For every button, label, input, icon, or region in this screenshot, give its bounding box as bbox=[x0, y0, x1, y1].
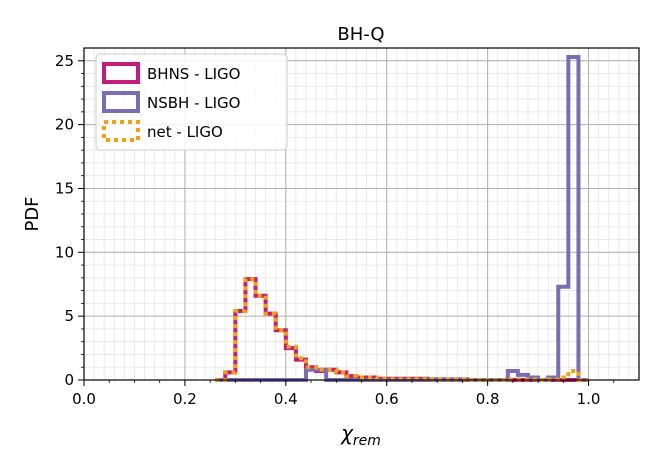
legend-label-net: net - LIGO bbox=[147, 123, 223, 141]
x-axis-label-symbol: χ bbox=[340, 421, 354, 445]
series-net-ligo bbox=[215, 277, 589, 382]
y-tick-label: 5 bbox=[64, 307, 74, 325]
y-tick-label: 25 bbox=[55, 52, 74, 70]
x-tick-label: 0.6 bbox=[375, 390, 399, 408]
y-axis-label: PDF bbox=[22, 196, 43, 231]
x-axis-label-subscript: rem bbox=[353, 433, 381, 449]
legend-box bbox=[95, 53, 288, 151]
legend-label-nsbh: NSBH - LIGO bbox=[147, 94, 240, 112]
chart-title: BH-Q bbox=[337, 24, 384, 45]
legend-swatch-bhns bbox=[102, 62, 140, 84]
legend: BHNS - LIGO NSBH - LIGO net - LIGO bbox=[95, 53, 288, 151]
y-tick-label: 20 bbox=[55, 116, 74, 134]
x-tick-label: 0.0 bbox=[72, 390, 96, 408]
legend-swatch-net bbox=[102, 120, 140, 142]
x-tick-label: 0.8 bbox=[476, 390, 500, 408]
x-axis-label: χrem bbox=[340, 421, 381, 449]
y-tick-label: 15 bbox=[55, 179, 74, 197]
legend-label-bhns: BHNS - LIGO bbox=[147, 65, 240, 83]
y-tick-label: 0 bbox=[64, 371, 74, 389]
y-tick-label: 10 bbox=[55, 243, 74, 261]
x-tick-label: 0.4 bbox=[274, 390, 298, 408]
legend-swatch-nsbh bbox=[102, 91, 140, 113]
x-tick-label: 0.2 bbox=[173, 390, 197, 408]
axis-ticks: 0.0 0.2 0.4 0.6 0.8 1.0 0 5 10 15 20 25 bbox=[55, 52, 615, 408]
x-tick-label: 1.0 bbox=[577, 390, 601, 408]
